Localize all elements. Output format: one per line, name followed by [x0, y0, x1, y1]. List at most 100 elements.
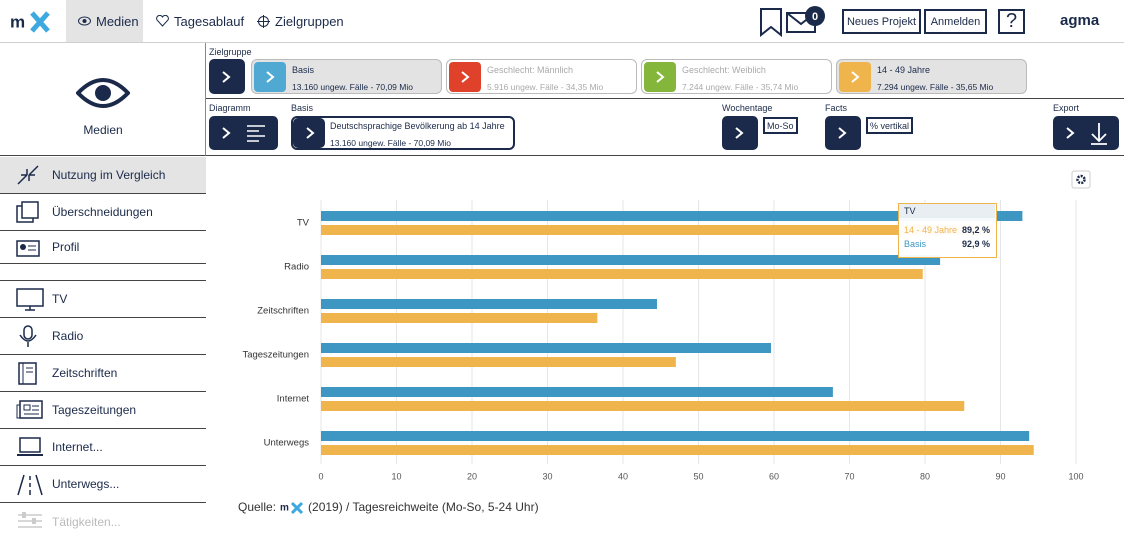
y-tick-label: Zeitschriften	[257, 306, 309, 317]
menu-item[interactable]: Radio	[0, 318, 206, 355]
tooltip-value: 92,9 %	[961, 239, 990, 249]
card-title: Basis	[292, 65, 315, 75]
source: Quelle: m (2019) / Tagesreichweite (Mo-S…	[238, 500, 539, 514]
export-button[interactable]	[1053, 116, 1119, 150]
badge: 0	[812, 11, 818, 23]
sidebar-title: Medien	[83, 123, 123, 137]
bar	[321, 269, 923, 279]
button[interactable]: Neues Projekt	[842, 9, 921, 34]
target-group-card[interactable]: Geschlecht: Männlich 5.916 ungew. Fälle -…	[446, 59, 637, 94]
menu-item: Tätigkeiten...	[0, 503, 206, 538]
menu-label: Überschneidungen	[52, 205, 153, 219]
x-tick-label: 50	[693, 471, 703, 481]
bar	[321, 211, 1023, 221]
card-info: 7.244 ungew. Fälle - 35,74 Mio	[682, 82, 799, 92]
button[interactable]: Anmelden	[924, 9, 987, 34]
menu-item[interactable]: Unterwegs...	[0, 466, 206, 503]
x-tick-label: 90	[995, 471, 1005, 481]
card-button[interactable]	[254, 62, 286, 92]
help-button[interactable]: ?	[998, 9, 1025, 34]
y-tick-label: Unterwegs	[264, 438, 310, 449]
x-tick-label: 60	[769, 471, 779, 481]
tooltip-series: Basis	[904, 239, 927, 249]
menu-item[interactable]: Überschneidungen	[0, 194, 206, 231]
card-info: 5.916 ungew. Fälle - 34,35 Mio	[487, 82, 604, 92]
bar	[321, 445, 1034, 455]
bar	[321, 225, 995, 235]
target-group-card[interactable]: Basis 13.160 ungew. Fälle - 70,09 Mio	[251, 59, 442, 94]
bar	[321, 299, 657, 309]
section-label: Wochentage	[722, 103, 773, 113]
y-tick-label: Tageszeitungen	[242, 350, 309, 361]
x-tick-label: 20	[467, 471, 477, 481]
bar	[321, 387, 833, 397]
tooltip-title: TV	[904, 206, 916, 216]
menu-label: Tätigkeiten...	[52, 514, 121, 529]
expand-button[interactable]	[825, 116, 861, 150]
nav-tab[interactable]: Medien	[66, 0, 143, 42]
menu-item[interactable]: Zeitschriften	[0, 355, 206, 392]
section-label: Zielgruppe	[209, 47, 252, 57]
value-box: % vertikal	[866, 117, 914, 134]
x-tick-label: 40	[618, 471, 628, 481]
tooltip-series: 14 - 49 Jahre	[904, 225, 958, 235]
brand: agma	[1060, 12, 1100, 29]
nav-label: Zielgruppen	[275, 13, 344, 29]
nav-label: Tagesablauf	[174, 13, 245, 29]
menu-item[interactable]: Tageszeitungen	[0, 392, 206, 429]
menu-item[interactable]: Nutzung im Vergleich	[0, 157, 206, 194]
section-label: Export	[1053, 103, 1080, 113]
menu-label: Radio	[52, 329, 84, 343]
menu-item[interactable]: TV	[0, 281, 206, 318]
target-group-card[interactable]: 14 - 49 Jahre 7.294 ungew. Fälle - 35,65 …	[836, 59, 1027, 94]
sidebar-header: Medien	[0, 43, 206, 156]
bar	[321, 357, 676, 367]
svg-text:m: m	[10, 12, 25, 31]
source-logo: m	[280, 501, 304, 514]
bar	[321, 343, 771, 353]
y-tick-label: Radio	[284, 262, 309, 273]
logo[interactable]: m	[10, 10, 54, 34]
card-button[interactable]	[449, 62, 481, 92]
menu-label: Internet...	[52, 440, 103, 454]
bar	[321, 313, 598, 323]
menu-label: Nutzung im Vergleich	[52, 168, 166, 182]
diagram-button[interactable]	[209, 116, 278, 150]
x-tick-label: 0	[318, 471, 323, 481]
expand-button[interactable]	[209, 59, 245, 94]
menu-label: Profil	[52, 240, 80, 254]
bar	[321, 431, 1030, 441]
top-nav: m Medien Tagesablauf Zielgruppen 0 Neues…	[0, 0, 1124, 43]
nav-tab[interactable]: Tagesablauf	[156, 0, 246, 42]
y-tick-label: TV	[297, 218, 310, 229]
source-text: (2019) / Tagesreichweite (Mo-So, 5-24 Uh…	[308, 500, 539, 514]
divider	[206, 98, 1124, 99]
card-button[interactable]	[644, 62, 676, 92]
gear-icon	[1076, 174, 1086, 185]
card-title: Geschlecht: Weiblich	[682, 65, 766, 75]
bookmark-icon[interactable]	[758, 7, 784, 37]
menu-spacer	[0, 264, 206, 281]
basis-selector[interactable]: Deutschsprachige Bevölkerung ab 14 Jahre…	[291, 116, 515, 150]
tooltip: TV 14 - 49 Jahre 89,2 % Basis 92,9 %	[898, 203, 997, 258]
section-label: Basis	[291, 103, 314, 113]
expand-button[interactable]	[722, 116, 758, 150]
x-tick-label: 70	[844, 471, 854, 481]
menu-label: Unterwegs...	[52, 477, 120, 491]
expand-button[interactable]	[293, 118, 325, 148]
settings-button[interactable]	[1071, 170, 1091, 189]
x-tick-label: 10	[391, 471, 401, 481]
x-tick-label: 100	[1068, 471, 1083, 481]
nav-tab[interactable]: Zielgruppen	[257, 0, 347, 42]
x-tick-label: 30	[542, 471, 552, 481]
card-button[interactable]	[839, 62, 871, 92]
mail-icon[interactable]: 0	[786, 5, 826, 35]
card-info: 7.294 ungew. Fälle - 35,65 Mio	[877, 82, 994, 92]
menu-item[interactable]: Profil	[0, 231, 206, 264]
target-group-card[interactable]: Geschlecht: Weiblich 7.244 ungew. Fälle -…	[641, 59, 832, 94]
menu-item[interactable]: Internet...	[0, 429, 206, 466]
tooltip-value: 89,2 %	[961, 225, 990, 235]
basis-info: 13.160 ungew. Fälle - 70,09 Mio	[330, 138, 451, 148]
card-title: 14 - 49 Jahre	[877, 65, 931, 75]
